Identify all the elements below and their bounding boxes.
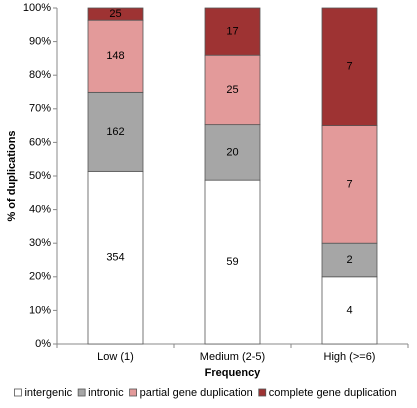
data-label: 25 xyxy=(226,84,238,96)
legend-swatch xyxy=(14,388,22,397)
data-label: 25 xyxy=(109,8,121,20)
legend-swatch xyxy=(129,388,138,397)
data-label: 162 xyxy=(106,126,124,138)
y-tick-label: 80% xyxy=(29,69,51,81)
data-label: 7 xyxy=(346,178,352,190)
bar-segment xyxy=(321,276,378,345)
data-label: 7 xyxy=(346,61,352,73)
bar-segment xyxy=(321,7,378,126)
bar-segment xyxy=(87,7,144,21)
y-tick-label: 100% xyxy=(23,2,51,14)
legend-swatch xyxy=(258,388,267,397)
bar-segment xyxy=(204,124,261,181)
y-tick-label: 10% xyxy=(29,304,51,316)
y-tick-label: 50% xyxy=(29,170,51,182)
bar-segment xyxy=(204,7,261,56)
x-tick-label: Medium (2-5) xyxy=(200,351,265,363)
data-label: 17 xyxy=(226,26,238,38)
bar-segment xyxy=(87,170,144,345)
data-label: 4 xyxy=(346,304,352,316)
bar-segment xyxy=(87,19,144,93)
data-label: 59 xyxy=(226,256,238,268)
y-tick-label: 40% xyxy=(29,204,51,216)
x-tick-label: Low (1) xyxy=(97,351,134,363)
legend-label: complete gene duplication xyxy=(269,387,397,399)
bar-segment xyxy=(204,54,261,126)
bar-segment xyxy=(204,179,261,345)
bar-segment xyxy=(87,91,144,172)
data-label: 148 xyxy=(106,50,124,62)
data-label: 20 xyxy=(226,146,238,158)
legend-label: intronic xyxy=(88,387,124,399)
data-label: 354 xyxy=(106,252,124,264)
legend-label: intergenic xyxy=(24,387,72,399)
y-tick-label: 60% xyxy=(29,136,51,148)
x-tick-label: High (>=6) xyxy=(324,351,376,363)
y-axis-label: % of duplications xyxy=(6,130,18,221)
y-tick-label: 30% xyxy=(29,237,51,249)
y-tick-label: 90% xyxy=(29,36,51,48)
bar-segment xyxy=(321,125,378,244)
legend-label: partial gene duplication xyxy=(140,387,253,399)
y-tick-label: 20% xyxy=(29,271,51,283)
y-tick-label: 0% xyxy=(35,338,51,350)
x-axis-label: Frequency xyxy=(205,367,262,379)
legend-swatch xyxy=(77,388,86,397)
y-tick-label: 70% xyxy=(29,103,51,115)
bar-segment xyxy=(321,242,378,278)
data-label: 2 xyxy=(346,254,352,266)
